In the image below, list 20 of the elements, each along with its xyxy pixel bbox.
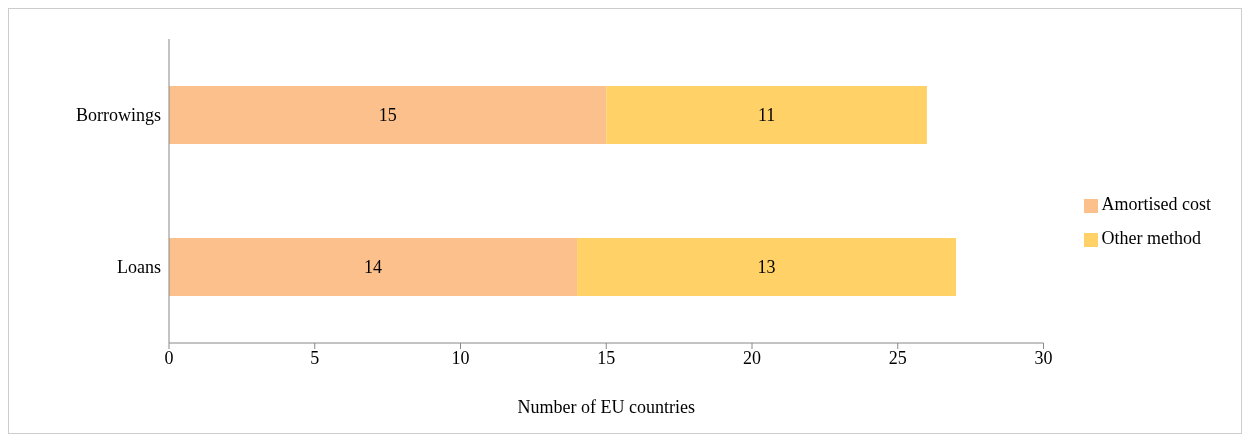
- y-tick-label: Borrowings: [76, 105, 161, 126]
- legend-label: Other method: [1101, 228, 1201, 248]
- y-tick-label: Loans: [117, 257, 161, 278]
- bar: [169, 238, 578, 296]
- x-axis-title: Number of EU countries: [517, 397, 695, 417]
- bar: [169, 86, 607, 144]
- x-tick-label: 0: [164, 347, 174, 368]
- legend-label: Amortised cost: [1101, 194, 1211, 214]
- x-tick-label: 15: [597, 347, 616, 368]
- data-label: 11: [757, 105, 776, 126]
- data-label: 13: [757, 257, 776, 278]
- x-tick-label: 20: [743, 347, 761, 368]
- data-label: 15: [378, 105, 397, 126]
- bar: [606, 86, 927, 144]
- x-tick-label: 10: [451, 347, 470, 368]
- data-label: 14: [364, 257, 383, 278]
- x-tick-label: 30: [1034, 347, 1053, 368]
- x-tick-label: 5: [310, 347, 320, 368]
- x-tick-label: 25: [888, 347, 907, 368]
- bar: [577, 238, 957, 296]
